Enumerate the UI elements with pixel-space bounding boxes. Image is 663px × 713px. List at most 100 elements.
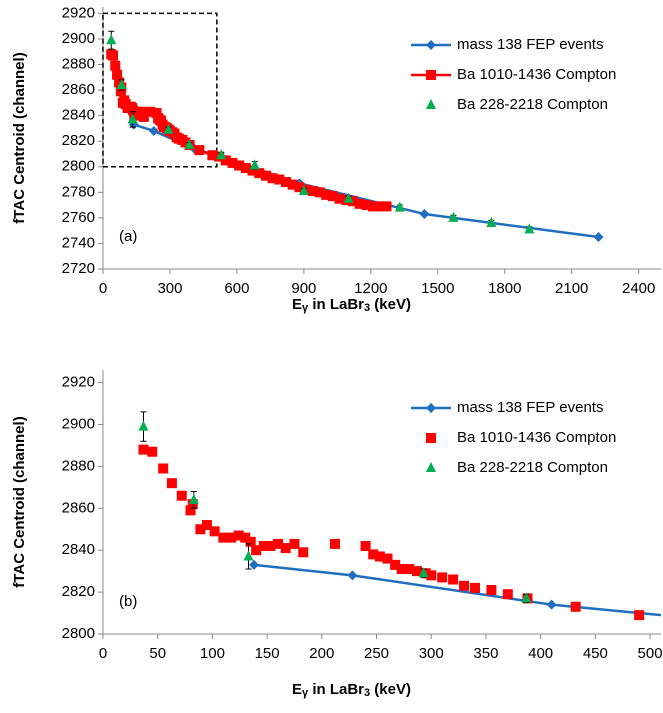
square-marker xyxy=(234,160,245,171)
square-marker xyxy=(412,566,423,577)
x-axis-title-part: in LaBr xyxy=(308,296,364,313)
x-tick-label: 2400 xyxy=(622,280,655,297)
square-marker xyxy=(267,173,278,184)
square-marker xyxy=(194,145,205,156)
square-marker xyxy=(112,69,123,80)
legend-label: Ba 228-2218 Compton xyxy=(457,96,608,113)
y-tick-label: 2880 xyxy=(62,457,95,474)
square-marker xyxy=(570,601,581,612)
x-tick-label: 400 xyxy=(528,645,553,662)
square-marker xyxy=(114,77,125,88)
square-marker xyxy=(195,524,206,535)
square-marker xyxy=(254,168,265,179)
triangle-marker xyxy=(184,139,195,150)
square-marker xyxy=(360,541,371,551)
x-tick-label: 50 xyxy=(149,645,166,662)
y-tick-label: 2820 xyxy=(62,132,95,149)
panel-label: (b) xyxy=(119,593,137,610)
square-marker xyxy=(166,478,177,489)
x-tick-label: 350 xyxy=(473,645,498,662)
y-tick-label: 2840 xyxy=(62,107,95,124)
square-marker xyxy=(334,193,345,204)
square-marker xyxy=(218,532,229,543)
y-tick-label: 2920 xyxy=(62,374,95,391)
y-tick-label: 2860 xyxy=(62,499,95,516)
x-axis-title-part: 3 xyxy=(364,302,370,314)
triangle-marker xyxy=(486,216,497,227)
square-marker xyxy=(426,70,436,80)
square-marker xyxy=(459,580,470,591)
diamond-marker xyxy=(347,570,358,581)
x-tick-label: 2100 xyxy=(555,280,588,297)
triangle-marker xyxy=(216,149,227,160)
square-marker xyxy=(287,179,298,190)
y-axis-title: fTAC Centroid (channel) xyxy=(11,416,28,587)
square-marker xyxy=(240,163,251,174)
diamond-marker xyxy=(426,403,436,413)
square-marker xyxy=(260,170,271,181)
square-marker xyxy=(281,177,292,188)
square-marker xyxy=(321,189,332,200)
legend-label: Ba 1010-1436 Compton xyxy=(457,66,616,83)
square-marker xyxy=(207,150,218,161)
square-marker xyxy=(374,201,385,212)
diamond-marker xyxy=(546,599,557,610)
y-tick-label: 2900 xyxy=(62,415,95,432)
y-tick-label: 2880 xyxy=(62,55,95,72)
square-marker xyxy=(240,532,251,543)
y-tick-label: 2760 xyxy=(62,209,95,226)
series xyxy=(138,411,532,604)
series xyxy=(128,119,604,243)
square-marker xyxy=(151,108,162,119)
triangle-marker xyxy=(418,567,429,578)
square-marker xyxy=(110,60,121,71)
x-axis-title-part: E xyxy=(292,681,302,698)
square-marker xyxy=(404,564,415,575)
square-marker xyxy=(147,446,158,457)
square-marker xyxy=(265,541,276,551)
y-tick-label: 2820 xyxy=(62,583,95,600)
y-tick-label: 2800 xyxy=(62,158,95,175)
x-axis-title-part: γ xyxy=(302,687,309,699)
square-marker xyxy=(354,198,365,209)
x-axis-title: Eγ in LaBr3 (keV) xyxy=(292,296,411,314)
triangle-marker xyxy=(521,592,532,603)
triangle-marker xyxy=(127,113,138,124)
square-marker xyxy=(258,541,269,551)
x-axis-title-part: (keV) xyxy=(370,681,411,698)
square-marker xyxy=(361,200,372,211)
triangle-marker xyxy=(163,123,174,134)
square-marker xyxy=(294,182,305,193)
legend-label: mass 138 FEP events xyxy=(457,36,603,53)
square-marker xyxy=(347,196,358,207)
square-marker xyxy=(327,191,338,202)
x-tick-label: 600 xyxy=(224,280,249,297)
triangle-marker xyxy=(343,192,354,203)
x-tick-label: 100 xyxy=(200,645,225,662)
y-axis-title: fTAC Centroid (channel) xyxy=(11,52,28,223)
y-tick-label: 2800 xyxy=(62,625,95,642)
diamond-marker xyxy=(593,232,604,243)
square-marker xyxy=(226,532,237,543)
triangle-marker xyxy=(106,34,117,45)
square-marker xyxy=(470,582,480,593)
square-marker xyxy=(185,505,196,516)
square-marker xyxy=(187,499,198,510)
square-marker xyxy=(158,463,169,474)
triangle-marker xyxy=(524,223,535,234)
square-marker xyxy=(108,50,119,61)
x-axis-title-part: (keV) xyxy=(370,296,411,313)
square-marker xyxy=(138,111,149,122)
square-marker xyxy=(220,155,231,166)
square-marker xyxy=(368,201,379,212)
square-marker xyxy=(201,520,212,531)
y-tick-label: 2860 xyxy=(62,81,95,98)
series-line xyxy=(253,563,661,617)
square-marker xyxy=(396,564,407,575)
series xyxy=(248,559,661,617)
triangle-marker xyxy=(116,78,127,89)
x-axis-title: Eγ in LaBr3 (keV) xyxy=(292,681,411,699)
y-tick-label: 2780 xyxy=(62,183,95,200)
x-tick-label: 450 xyxy=(583,645,608,662)
